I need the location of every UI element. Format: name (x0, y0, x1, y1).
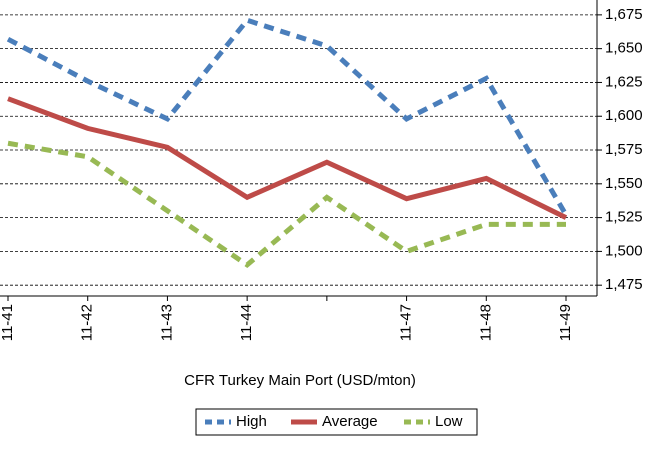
series-line (7, 96, 568, 220)
series-line (7, 140, 566, 269)
y-tick-label: 1,550 (605, 175, 643, 192)
legend-label: High (236, 413, 267, 430)
y-tick-label: 1,500 (605, 242, 643, 259)
legend-label: Average (322, 413, 378, 430)
x-tick-label: 11-43 (158, 304, 175, 341)
y-tick-label: 1,675 (605, 6, 643, 23)
y-tick-label: 1,600 (605, 107, 643, 124)
x-tick-label: 11-44 (238, 304, 255, 341)
x-tick-label: 11-47 (398, 304, 415, 341)
series-line (6, 17, 569, 217)
y-tick-label: 1,625 (605, 73, 643, 90)
x-tick-label: 11-48 (477, 304, 494, 341)
x-tick-label: 11-41 (0, 304, 16, 341)
legend-label: Low (435, 413, 463, 430)
x-tick-label: 11-42 (79, 304, 96, 341)
legend-box (195, 408, 478, 436)
legend: High Average Low (195, 408, 478, 436)
y-tick-label: 1,575 (605, 141, 643, 158)
y-tick-label: 1,525 (605, 209, 643, 226)
y-tick-label: 1,475 (605, 276, 643, 293)
y-tick-label: 1,650 (605, 40, 643, 57)
x-axis-title: CFR Turkey Main Port (USD/mton) (184, 372, 416, 389)
x-tick-label: 11-49 (557, 304, 574, 341)
